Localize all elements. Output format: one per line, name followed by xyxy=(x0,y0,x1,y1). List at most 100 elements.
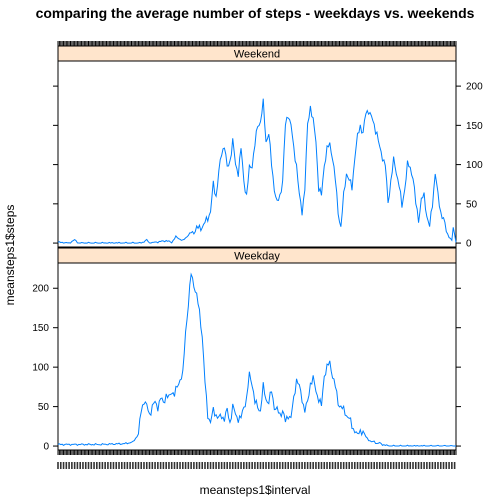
x-tick-label xyxy=(332,462,334,469)
x-tick-label xyxy=(429,462,431,469)
x-tick-label xyxy=(368,462,370,469)
x-tick-label xyxy=(382,462,384,469)
x-tick-label xyxy=(243,462,245,469)
x-tick-label xyxy=(96,462,98,469)
panel-weekend: Weekend 0 50 100 150 200 xyxy=(53,46,483,250)
x-tick-label xyxy=(376,462,378,469)
x-tick-label xyxy=(335,462,337,469)
x-tick-label xyxy=(226,462,228,469)
x-tick-label xyxy=(321,462,323,469)
x-tick-label xyxy=(77,462,79,469)
x-tick-label xyxy=(412,462,414,469)
x-tick-label xyxy=(315,462,317,469)
panel-weekday: Weekday 0 50 100 150 200 xyxy=(32,248,461,453)
x-tick-label xyxy=(274,462,276,469)
x-tick-label xyxy=(157,462,159,469)
x-tick-label xyxy=(135,462,137,469)
x-tick-label xyxy=(221,462,223,469)
y-tick-label: 100 xyxy=(466,160,483,171)
x-tick-label xyxy=(99,462,101,469)
x-tick-label xyxy=(387,462,389,469)
x-tick-label xyxy=(323,462,325,469)
x-tick-labels xyxy=(57,462,455,469)
x-tick-label xyxy=(185,462,187,469)
x-tick-label xyxy=(146,462,148,469)
x-tick-label xyxy=(432,462,434,469)
x-tick-label xyxy=(246,462,248,469)
x-tick-label xyxy=(115,462,117,469)
x-tick-label xyxy=(371,462,373,469)
x-tick-label xyxy=(90,462,92,469)
x-tick-label xyxy=(74,462,76,469)
x-tick-label xyxy=(454,462,456,469)
series-line-weekday xyxy=(58,274,456,446)
x-tick-label xyxy=(163,462,165,469)
x-tick-label xyxy=(301,462,303,469)
x-tick-label xyxy=(396,462,398,469)
x-tick-label xyxy=(201,462,203,469)
x-tick-label xyxy=(213,462,215,469)
x-tick-label xyxy=(121,462,123,469)
y-tick-label: 100 xyxy=(32,363,49,374)
x-tick-label xyxy=(421,462,423,469)
x-tick-label xyxy=(207,462,209,469)
x-tick-label xyxy=(171,462,173,469)
x-tick-label xyxy=(390,462,392,469)
strip-label: Weekday xyxy=(234,251,280,263)
x-tick-label xyxy=(110,462,112,469)
x-tick-label xyxy=(204,462,206,469)
x-tick-label xyxy=(418,462,420,469)
x-tick-label xyxy=(307,462,309,469)
x-ticks-bottom xyxy=(58,450,456,455)
x-tick-label xyxy=(282,462,284,469)
x-tick-label xyxy=(79,462,81,469)
x-tick-label xyxy=(443,462,445,469)
x-tick-label xyxy=(384,462,386,469)
x-tick-label xyxy=(237,462,239,469)
x-tick-label xyxy=(129,462,131,469)
x-tick-label xyxy=(188,462,190,469)
x-tick-label xyxy=(373,462,375,469)
x-tick-label xyxy=(149,462,151,469)
x-tick-label xyxy=(404,462,406,469)
x-tick-label xyxy=(357,462,359,469)
x-tick-label xyxy=(401,462,403,469)
x-tick-label xyxy=(365,462,367,469)
x-tick-label xyxy=(362,462,364,469)
x-tick-label xyxy=(451,462,453,469)
x-tick-label xyxy=(354,462,356,469)
x-tick-label xyxy=(88,462,90,469)
x-tick-label xyxy=(229,462,231,469)
y-tick-label: 50 xyxy=(38,402,50,413)
x-tick-label xyxy=(296,462,298,469)
x-tick-label xyxy=(409,462,411,469)
x-tick-label xyxy=(398,462,400,469)
y-tick-label: 200 xyxy=(32,284,49,295)
x-tick-label xyxy=(68,462,70,469)
x-tick-label xyxy=(143,462,145,469)
x-tick-label xyxy=(118,462,120,469)
x-tick-label xyxy=(407,462,409,469)
strip-label: Weekend xyxy=(234,49,280,61)
x-tick-label xyxy=(426,462,428,469)
x-tick-label xyxy=(132,462,134,469)
x-tick-label xyxy=(196,462,198,469)
x-tick-label xyxy=(215,462,217,469)
x-tick-label xyxy=(415,462,417,469)
x-tick-label xyxy=(440,462,442,469)
x-tick-label xyxy=(346,462,348,469)
x-tick-label xyxy=(304,462,306,469)
panel-frame xyxy=(58,61,456,247)
x-tick-label xyxy=(254,462,256,469)
x-tick-label xyxy=(260,462,262,469)
y-tick-label: 0 xyxy=(43,442,49,453)
x-tick-label xyxy=(71,462,73,469)
x-tick-label xyxy=(343,462,345,469)
panel-frame xyxy=(58,263,456,450)
x-tick-label xyxy=(152,462,154,469)
x-tick-label xyxy=(63,462,65,469)
x-tick-label xyxy=(312,462,314,469)
x-tick-label xyxy=(235,462,237,469)
x-tick-label xyxy=(124,462,126,469)
x-tick-label xyxy=(437,462,439,469)
